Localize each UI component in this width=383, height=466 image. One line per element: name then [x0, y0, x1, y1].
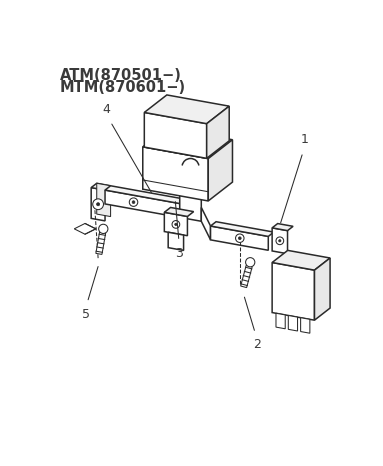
Polygon shape [211, 226, 268, 250]
Polygon shape [272, 224, 293, 231]
Polygon shape [276, 313, 285, 329]
Circle shape [129, 198, 138, 206]
Text: 1: 1 [301, 133, 308, 146]
Polygon shape [144, 95, 229, 123]
Polygon shape [168, 232, 183, 250]
Polygon shape [91, 188, 105, 221]
Polygon shape [241, 265, 252, 288]
Polygon shape [144, 112, 207, 158]
Polygon shape [301, 318, 310, 333]
Circle shape [172, 220, 180, 228]
Polygon shape [201, 207, 211, 240]
Polygon shape [314, 258, 330, 320]
Polygon shape [105, 190, 180, 217]
Polygon shape [180, 170, 207, 178]
Polygon shape [164, 207, 194, 217]
Circle shape [93, 199, 103, 210]
Circle shape [99, 224, 108, 233]
Polygon shape [207, 106, 229, 158]
Text: 5: 5 [82, 308, 90, 321]
Polygon shape [97, 183, 111, 217]
Circle shape [238, 237, 241, 240]
Circle shape [132, 201, 135, 204]
Polygon shape [164, 212, 187, 236]
Text: ATM(870501−): ATM(870501−) [60, 68, 182, 83]
Polygon shape [288, 315, 298, 331]
Polygon shape [272, 250, 330, 270]
Circle shape [276, 237, 284, 245]
Polygon shape [180, 174, 201, 221]
Polygon shape [96, 232, 106, 254]
Polygon shape [143, 147, 208, 201]
Text: 2: 2 [253, 338, 261, 351]
Polygon shape [208, 140, 232, 201]
Polygon shape [105, 186, 185, 204]
Circle shape [279, 240, 281, 242]
Circle shape [236, 234, 244, 242]
Polygon shape [272, 228, 288, 254]
Polygon shape [211, 222, 274, 236]
Polygon shape [91, 183, 111, 190]
Circle shape [97, 203, 100, 206]
Text: 3: 3 [175, 247, 183, 260]
Text: MTM(870601−): MTM(870601−) [60, 80, 186, 95]
Polygon shape [272, 262, 314, 320]
Circle shape [246, 258, 255, 267]
Circle shape [175, 223, 177, 226]
Polygon shape [143, 128, 232, 158]
Polygon shape [74, 223, 96, 234]
Text: 4: 4 [103, 103, 111, 116]
